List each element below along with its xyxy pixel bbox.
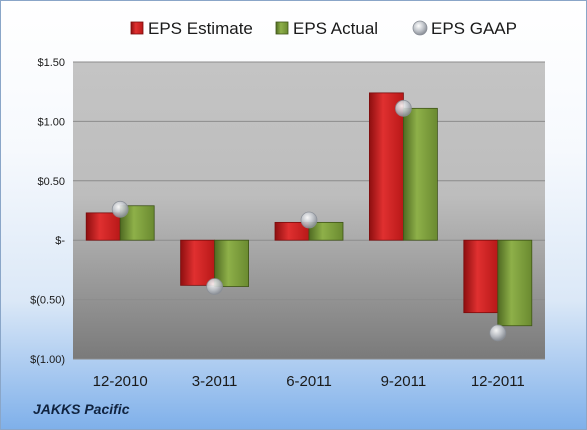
marker-eps-gaap <box>206 278 224 295</box>
legend-item: EPS Estimate <box>130 19 253 38</box>
y-tick-label: $- <box>55 235 65 247</box>
x-category-label: 12-2011 <box>471 373 525 390</box>
bar-eps-actual <box>497 239 533 327</box>
legend-swatch <box>130 21 144 35</box>
bar-eps-estimate <box>180 239 216 286</box>
marker-eps-gaap <box>111 200 129 218</box>
company-name: JAKKS Pacific <box>33 401 130 417</box>
x-category-label: 12-2010 <box>93 373 148 390</box>
legend-swatch <box>275 21 289 35</box>
marker-eps-gaap <box>489 324 507 342</box>
y-tick-label: $1.00 <box>37 116 65 128</box>
legend-item: EPS Actual <box>275 19 378 38</box>
legend-label: EPS Estimate <box>148 19 253 38</box>
bar-eps-actual <box>214 239 250 287</box>
y-axis-ticks: $1.50 $1.00 $0.50 $- $(0.50) $(1.00) <box>30 57 65 366</box>
x-axis-labels: 12-2010 3-2011 6-2011 9-2011 12-2011 <box>93 373 525 390</box>
y-tick-label: $0.50 <box>37 176 65 188</box>
marker-eps-gaap <box>300 211 318 229</box>
x-category-label: 3-2011 <box>192 373 238 390</box>
legend-item: EPS GAAP <box>412 19 517 38</box>
y-tick-label: $(0.50) <box>30 295 65 307</box>
chart-legend: EPS Estimate EPS Actual EPS GAAP <box>130 19 517 38</box>
bar-eps-actual <box>308 221 344 241</box>
x-category-label: 9-2011 <box>381 373 427 390</box>
bar-eps-actual <box>402 107 438 241</box>
y-tick-label: $1.50 <box>37 57 65 69</box>
y-tick-label: $(1.00) <box>30 354 65 366</box>
legend-label: EPS GAAP <box>431 19 517 38</box>
bar-eps-estimate <box>85 212 121 241</box>
bars <box>85 92 533 327</box>
legend-label: EPS Actual <box>293 19 378 38</box>
x-category-label: 6-2011 <box>286 373 332 390</box>
legend-swatch <box>412 20 428 36</box>
gaap-markers <box>111 99 507 342</box>
bar-eps-estimate <box>368 92 404 241</box>
bar-eps-estimate <box>463 239 499 314</box>
marker-eps-gaap <box>394 99 412 117</box>
